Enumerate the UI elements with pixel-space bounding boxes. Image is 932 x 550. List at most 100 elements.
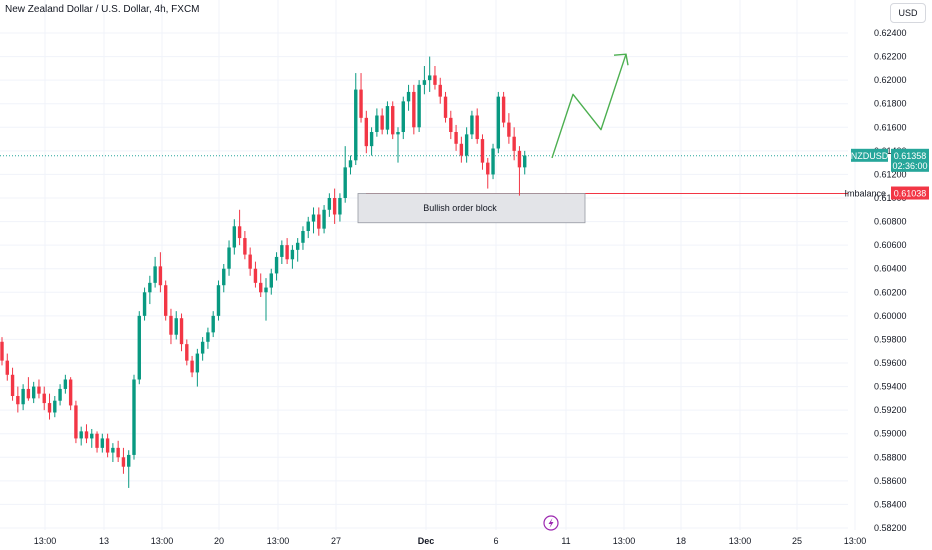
candle [137,311,141,385]
candle-body [37,386,41,394]
candle [359,73,363,123]
candle [443,91,448,123]
candle-body [512,136,516,151]
candle [438,77,442,104]
candle [185,339,189,366]
candle-body [396,132,400,135]
candle [68,377,73,411]
candle-body [401,101,405,132]
candle-body [322,209,326,229]
candle-body [227,247,231,269]
candle-body [517,150,522,168]
candle [280,240,284,264]
candle-body [369,132,374,147]
candle [343,146,347,203]
candle [111,443,115,462]
current-price-tag-bg [891,148,929,172]
y-tick-label: 0.62200 [874,52,907,62]
y-tick-label: 0.58400 [874,499,907,509]
candle [53,396,57,418]
candle-body [179,318,184,345]
candle [523,150,527,175]
candle [79,426,83,446]
candle [148,275,152,305]
candle-body [222,268,226,286]
candle [153,256,157,288]
candle [74,400,78,444]
candle-body [121,457,126,467]
currency-button[interactable]: USD [890,3,926,23]
candle-body [464,134,469,156]
symbol-tag-bg [851,148,888,162]
candle [105,433,110,458]
x-tick-label: Dec [418,536,435,546]
candle-body [200,341,205,354]
bullish-order-block[interactable]: Bullish order block [357,193,586,224]
y-tick-label: 0.58800 [874,452,907,462]
y-tick-label: 0.59800 [874,334,907,344]
x-tick-label: 13:00 [267,536,290,546]
price-axis[interactable]: 0.62400 0.62200 0.62000 0.61800 0.61600 0.614… [874,28,907,533]
time-axis[interactable]: 13:00 13 13:00 20 13:00 27 Dec 6 11 13:00 18 13:00 2… [34,536,867,546]
candle-body [105,438,110,453]
candle-body [0,341,4,361]
candle-body [412,91,416,128]
candle-body [470,115,474,135]
candle-body [385,106,390,130]
candle [401,96,405,140]
candle [174,311,178,340]
candle-body [427,75,432,81]
candle [470,110,474,140]
candle [142,287,147,321]
candle [433,66,437,90]
candle [507,113,511,144]
y-tick-label: 0.61200 [874,169,907,179]
candle [42,386,46,411]
candle-body [216,285,221,316]
candle [200,337,205,361]
imbalance-label: Imbalance [844,189,886,199]
candle-body [301,231,305,243]
candle [406,84,411,111]
candle-body [79,431,83,439]
candle-body [195,353,200,373]
candle [121,447,126,474]
candle [290,245,295,269]
candle [391,101,395,140]
candle [190,355,194,378]
chart-title: New Zealand Dollar / U.S. Dollar, 4h, FX… [5,4,200,15]
candle-body [90,433,94,439]
candle-body [84,431,89,439]
y-tick-label: 0.60400 [874,264,907,274]
candle [417,80,421,132]
candle [496,91,501,154]
bar-countdown: 02:36:00 [892,161,927,171]
candle-body [132,379,136,455]
candle [31,381,36,404]
y-tick-label: 0.61000 [874,193,907,203]
candle-body [169,315,173,335]
candle-body [31,386,36,399]
candle [354,73,358,165]
candle [127,450,131,488]
candle-body [359,89,363,118]
candle-body [137,315,141,380]
candle-body [496,96,501,149]
candle [412,84,416,135]
candle [95,431,99,453]
projection-arrow[interactable] [551,53,629,159]
candle-body [433,75,437,85]
candle-body [295,242,300,250]
candle-body [232,226,237,248]
candle-body [127,454,131,467]
candle-body [21,388,25,405]
candle-body [523,155,527,168]
x-tick-label: 11 [561,536,570,546]
candle [163,280,168,321]
alert-icon[interactable] [543,515,559,531]
candle [259,273,263,297]
candle [63,374,68,394]
candle-body [53,400,57,413]
